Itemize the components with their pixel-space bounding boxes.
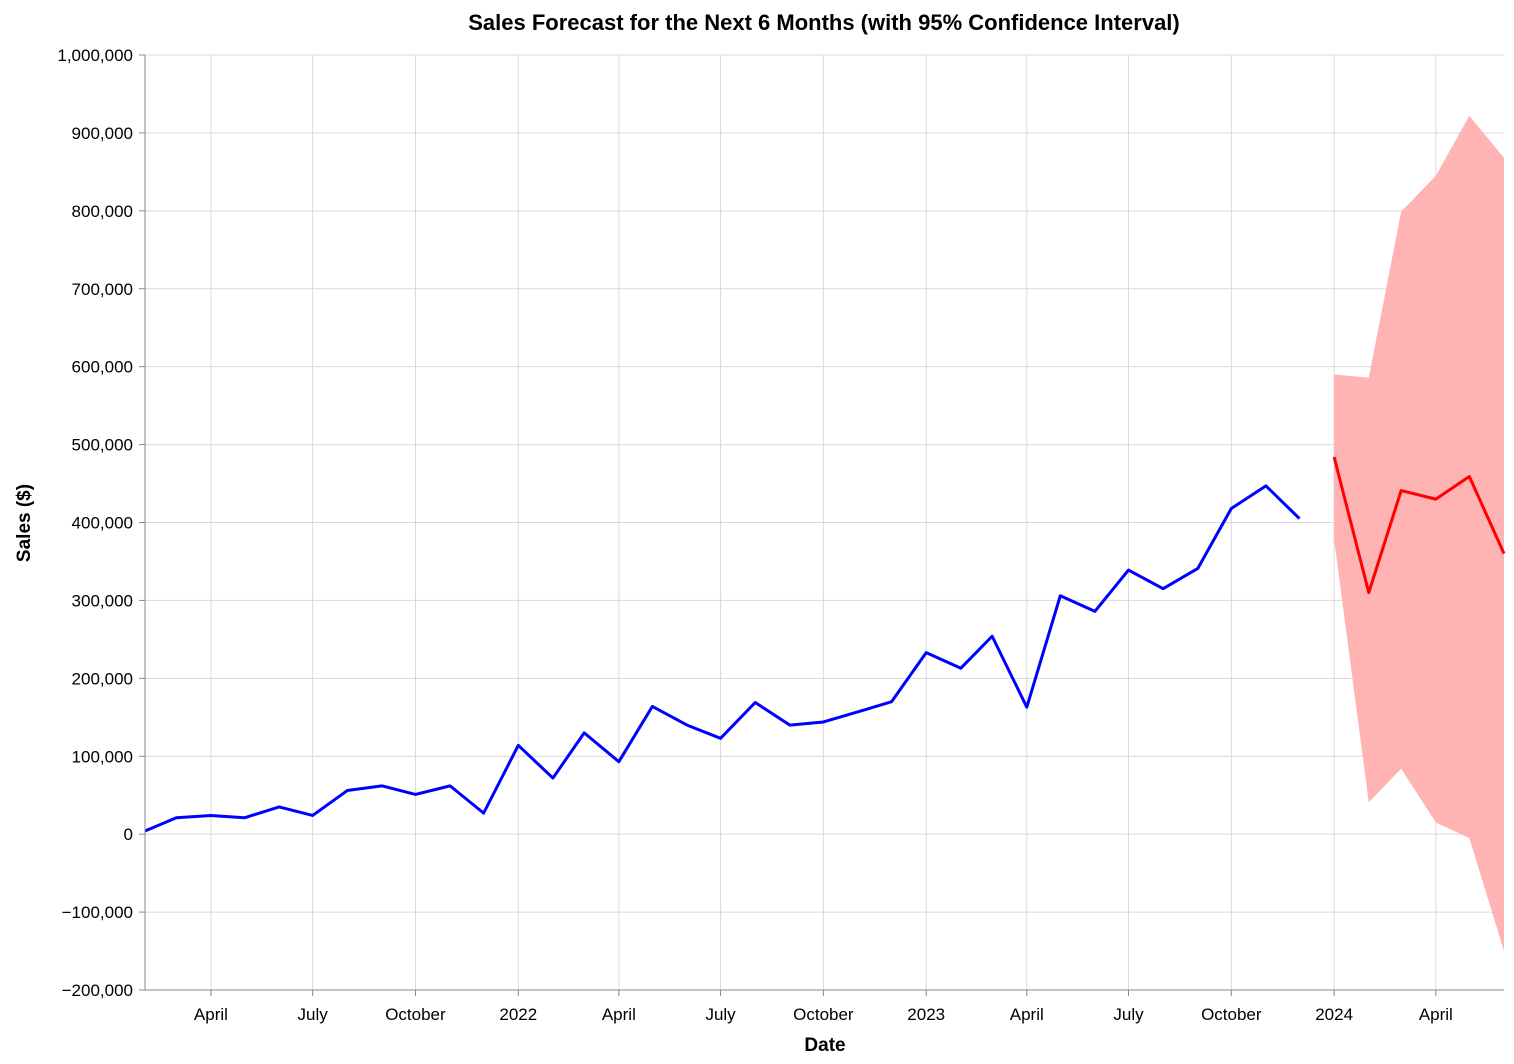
x-tick-label: October: [385, 1005, 446, 1024]
x-tick-label: April: [194, 1005, 228, 1024]
x-tick-label: July: [705, 1005, 736, 1024]
y-tick-label: 600,000: [72, 358, 133, 377]
x-tick-label: April: [1010, 1005, 1044, 1024]
x-tick-label: July: [298, 1005, 329, 1024]
x-tick-label: 2023: [907, 1005, 945, 1024]
y-tick-label: 1,000,000: [57, 46, 133, 65]
historical-sales-line: [144, 484, 1301, 833]
confidence-interval-band: [1334, 115, 1504, 952]
axes: −200,000 −100,000 0 100,000 200,000 300,000 40…: [57, 46, 1504, 1024]
x-tick-label: April: [1419, 1005, 1453, 1024]
y-axis-title: Sales ($): [14, 484, 35, 562]
x-tick-label: April: [602, 1005, 636, 1024]
y-tick-label: 500,000: [72, 436, 133, 455]
y-tick-label: 200,000: [72, 669, 133, 688]
series-layer: [144, 456, 1506, 833]
y-tick-label: 700,000: [72, 280, 133, 299]
y-tick-label: 900,000: [72, 124, 133, 143]
x-tick-label: 2022: [499, 1005, 537, 1024]
y-tick-label: 300,000: [72, 591, 133, 610]
confidence-band-layer: [1334, 115, 1504, 952]
grid: [145, 54, 1504, 991]
x-axis-title: Date: [804, 1035, 845, 1056]
y-tick-label: −100,000: [62, 903, 133, 922]
x-tick-label: October: [793, 1005, 854, 1024]
x-tick-label: 2024: [1315, 1005, 1353, 1024]
y-tick-label: 0: [124, 825, 133, 844]
forecast-line: [1332, 456, 1506, 595]
y-tick-label: 400,000: [72, 514, 133, 533]
y-tick-label: −200,000: [62, 981, 133, 1000]
chart-title: Sales Forecast for the Next 6 Months (wi…: [468, 10, 1180, 35]
x-tick-label: July: [1113, 1005, 1144, 1024]
x-tick-label: October: [1201, 1005, 1262, 1024]
y-tick-label: 800,000: [72, 202, 133, 221]
y-tick-label: 100,000: [72, 747, 133, 766]
